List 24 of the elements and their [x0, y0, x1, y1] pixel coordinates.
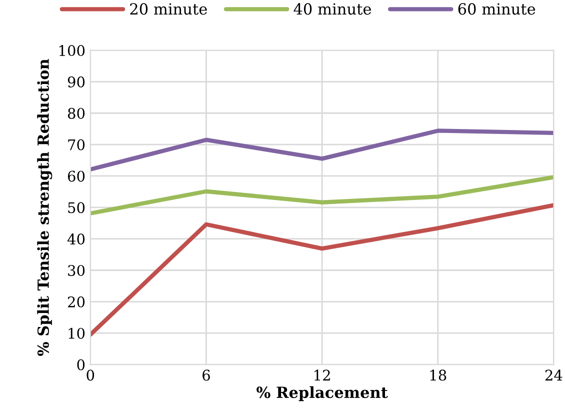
y-tick-label: 70: [68, 139, 85, 150]
y-tick-label: 50: [68, 202, 85, 214]
x-tick-label: 6: [202, 370, 210, 381]
y-axis-title: % Split Tensile strength Reduction: [37, 58, 52, 356]
line-series: [90, 175, 554, 216]
x-tick-label: 0: [86, 370, 94, 381]
legend-label: 60 minute: [458, 3, 536, 15]
legend-label: 40 minute: [294, 3, 371, 15]
y-tick-label: 0: [77, 359, 85, 370]
y-tick-label: 100: [59, 44, 85, 56]
line-series: [90, 203, 554, 337]
x-tick-label: 18: [430, 370, 446, 381]
y-tick-label: 90: [68, 76, 85, 88]
y-tick-label: 30: [68, 264, 85, 276]
y-tick-label: 60: [68, 170, 85, 182]
y-tick-label: 20: [68, 296, 85, 308]
y-tick-label: 40: [67, 234, 85, 245]
y-tick-label: 10: [68, 328, 85, 339]
x-axis-title: % Replacement: [256, 386, 388, 402]
x-tick-label: 12: [314, 370, 330, 380]
y-tick-label: 80: [68, 108, 85, 119]
legend-label: 20 minute: [130, 3, 207, 15]
x-tick-label: 24: [545, 370, 562, 380]
line-series: [90, 128, 554, 172]
